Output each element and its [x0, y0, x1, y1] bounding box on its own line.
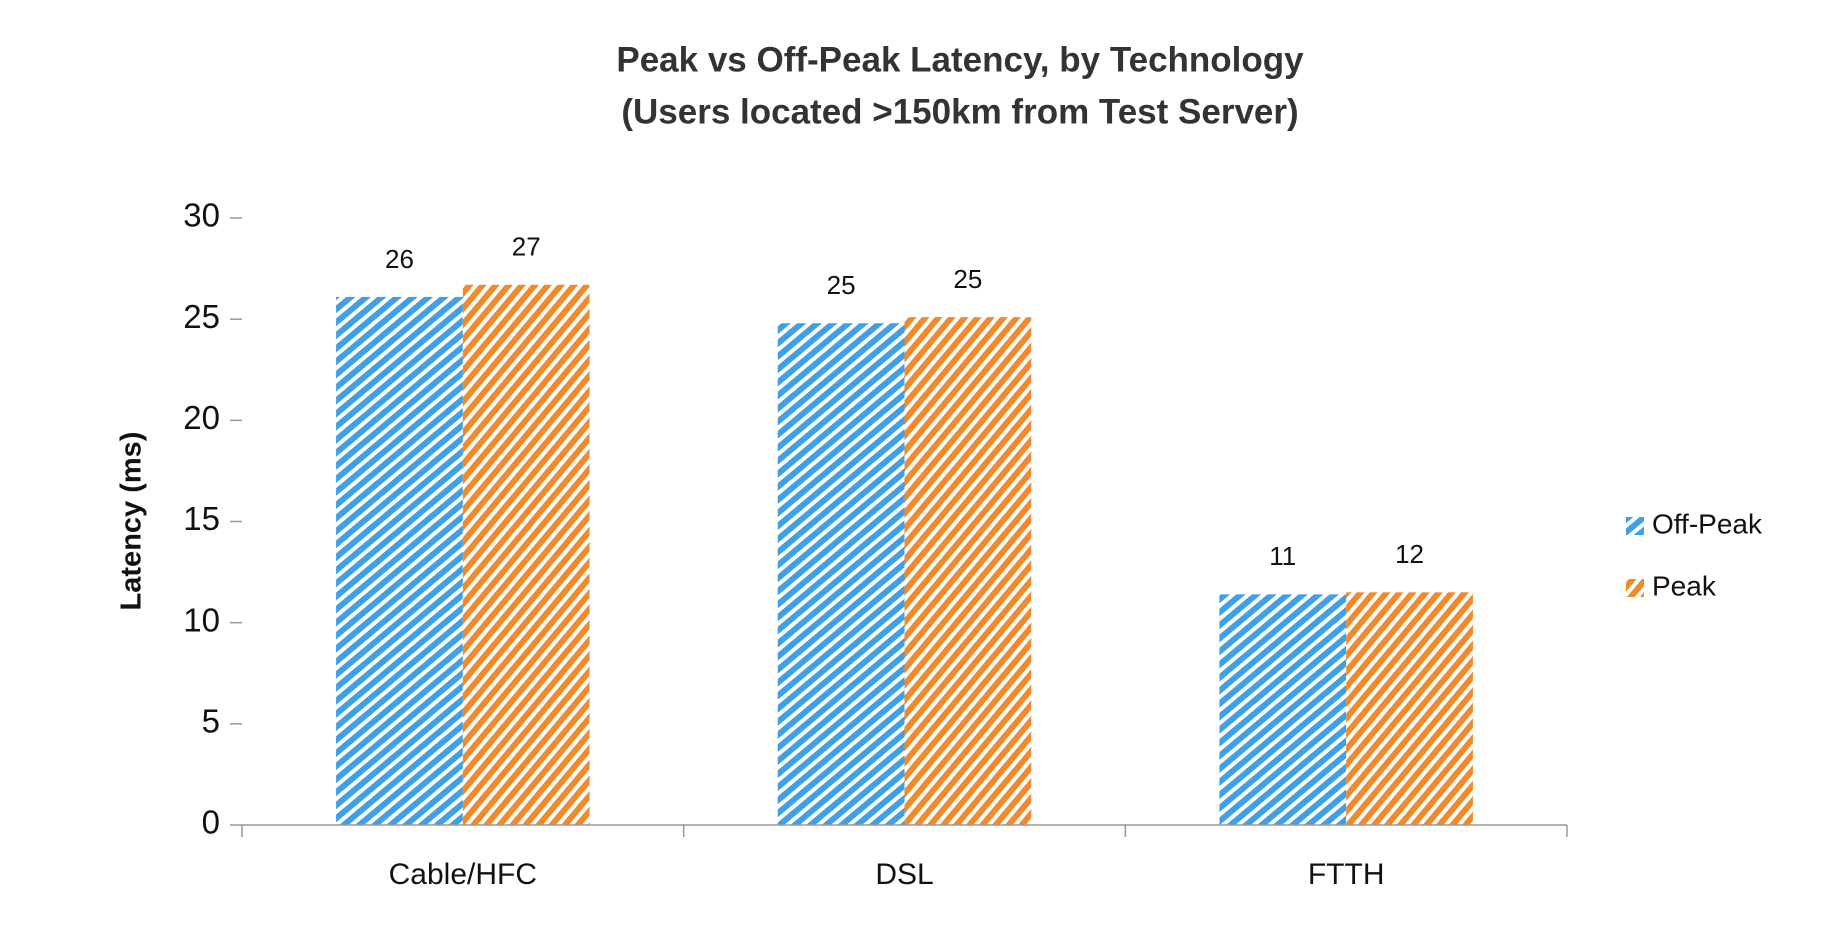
- legend-swatch: [1626, 517, 1644, 535]
- x-tick-label: DSL: [875, 858, 933, 891]
- y-tick-label: 15: [183, 500, 220, 537]
- data-label: 27: [512, 232, 541, 262]
- legend-label: Peak: [1652, 570, 1717, 601]
- data-label: 26: [385, 244, 414, 274]
- y-tick-label: 0: [202, 804, 220, 841]
- legend-swatch: [1626, 579, 1644, 597]
- y-tick-label: 10: [183, 601, 220, 638]
- bar: [777, 323, 905, 825]
- data-label: 11: [1269, 541, 1296, 571]
- y-tick-label: 25: [183, 298, 220, 335]
- bar: [336, 296, 463, 825]
- bar: [1219, 594, 1347, 825]
- y-tick-label: 5: [202, 703, 220, 740]
- y-tick-label: 20: [183, 399, 220, 436]
- bar: [904, 317, 1032, 825]
- chart-subtitle: (Users located >150km from Test Server): [621, 92, 1298, 131]
- y-axis-title: Latency (ms): [116, 432, 148, 611]
- data-label: 12: [1395, 539, 1424, 569]
- legend-label: Off-Peak: [1652, 508, 1763, 539]
- y-tick-label: 30: [183, 197, 220, 234]
- x-tick-label: FTTH: [1308, 858, 1385, 891]
- data-label: 25: [953, 264, 982, 294]
- x-tick-label: Cable/HFC: [389, 858, 537, 891]
- chart-title: Peak vs Off-Peak Latency, by Technology: [616, 40, 1304, 79]
- bar: [1346, 592, 1473, 825]
- data-label: 25: [827, 270, 856, 300]
- bar: [462, 284, 590, 825]
